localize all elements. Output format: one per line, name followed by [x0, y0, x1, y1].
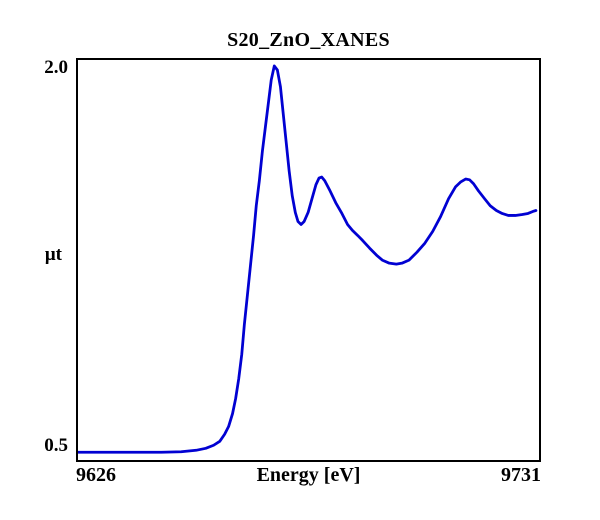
y-axis-tick-min: 0.5: [44, 435, 68, 456]
y-axis-tick-max: 2.0: [44, 57, 68, 78]
x-axis-label: Energy [eV]: [256, 464, 361, 486]
x-axis-tick-min: 9626: [76, 464, 116, 486]
y-axis-label: μt: [44, 244, 62, 265]
plot-area: [76, 58, 541, 462]
xanes-curve-svg: [78, 64, 538, 454]
chart-title: S20_ZnO_XANES: [227, 29, 390, 51]
xanes-spectrum-line: [78, 64, 538, 454]
x-axis-tick-max: 9731: [501, 464, 541, 486]
